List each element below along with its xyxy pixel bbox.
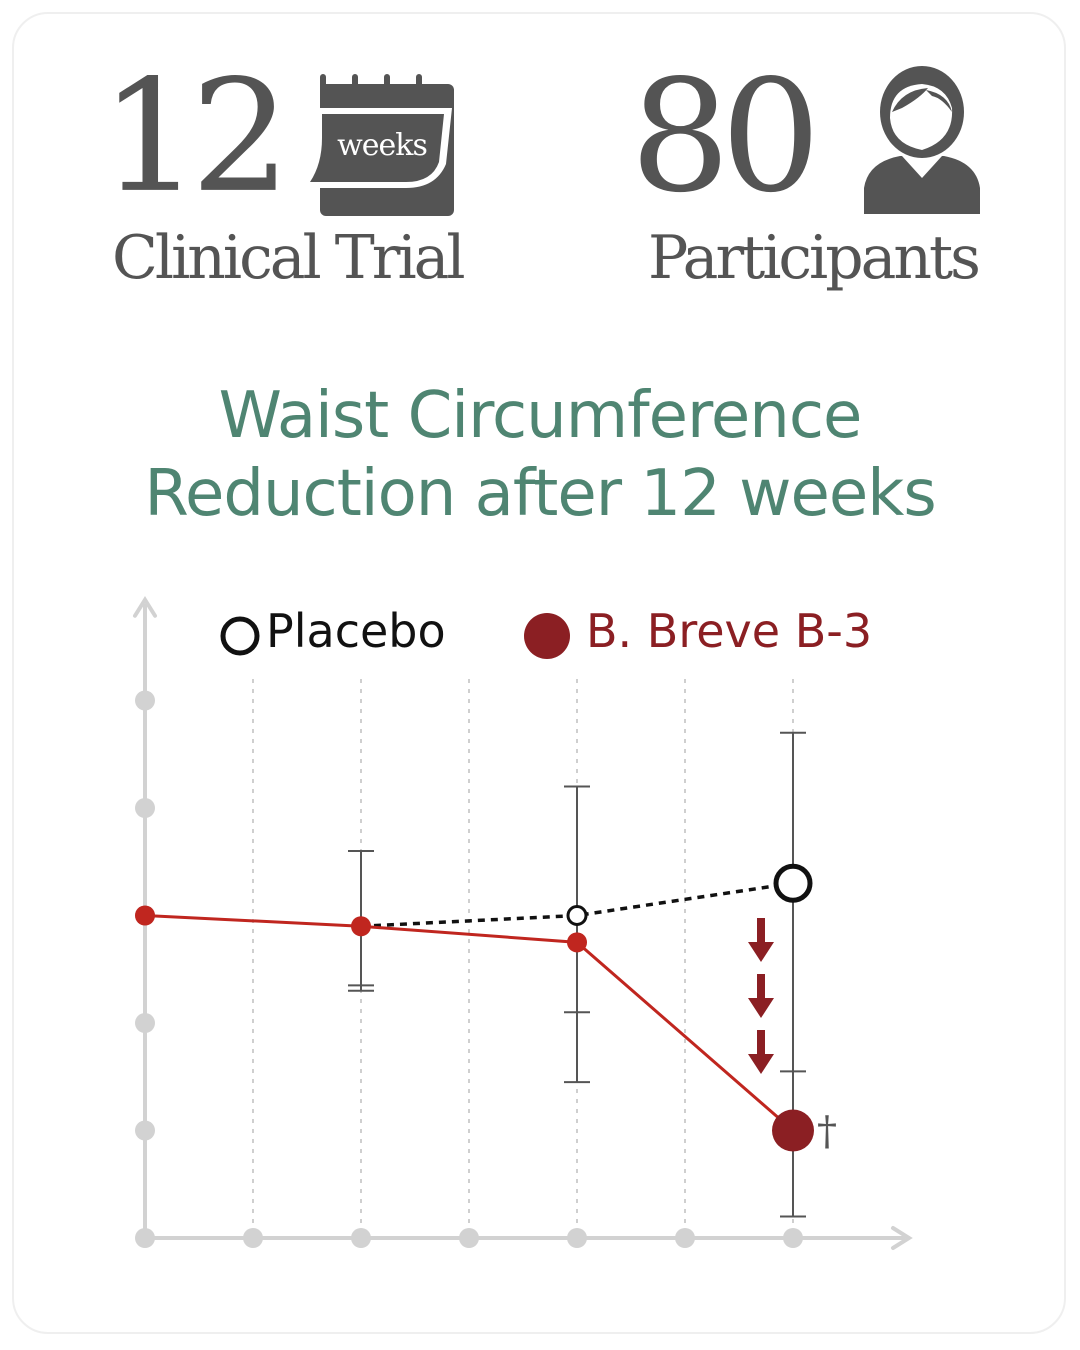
y-axis-tick-dot bbox=[135, 690, 155, 711]
trial-weeks-badge: weeks bbox=[337, 128, 428, 163]
y-axis-arrow bbox=[133, 595, 157, 618]
x-axis-tick-dot bbox=[351, 1228, 371, 1248]
treatment-legend-label: B. Breve B-3 bbox=[586, 604, 873, 658]
trial-duration-number: 12 bbox=[100, 46, 291, 228]
reduction-arrow-icon bbox=[748, 918, 774, 962]
trial-label: Clinical Trial bbox=[112, 223, 466, 293]
y-axis-tick-dot bbox=[135, 1013, 155, 1033]
y-axis-tick-dot bbox=[135, 1120, 155, 1141]
treatment-point bbox=[772, 1109, 814, 1152]
person-icon bbox=[864, 66, 980, 214]
placebo-point bbox=[773, 863, 813, 903]
x-axis-tick-dot bbox=[783, 1228, 803, 1248]
x-axis-tick-dot bbox=[459, 1228, 479, 1248]
y-axis-tick-dot bbox=[135, 798, 155, 818]
treatment-line bbox=[144, 914, 794, 1132]
x-axis-arrow bbox=[891, 1226, 913, 1250]
calendar-icon bbox=[296, 74, 454, 216]
reduction-arrow-icon bbox=[748, 1030, 774, 1074]
infographic-card bbox=[12, 12, 1066, 1334]
chart-title-line1: Waist Circumference bbox=[218, 379, 863, 453]
treatment-point bbox=[135, 905, 155, 926]
treatment-point bbox=[567, 932, 587, 953]
x-axis-tick-dot bbox=[135, 1228, 155, 1248]
chart-title-line2: Reduction after 12 weeks bbox=[144, 457, 936, 531]
x-axis-tick-dot bbox=[567, 1228, 587, 1248]
participants-label: Participants bbox=[648, 223, 981, 293]
placebo-legend-marker bbox=[220, 616, 260, 656]
x-axis-tick-dot bbox=[243, 1228, 263, 1248]
placebo-point bbox=[566, 905, 588, 926]
significance-symbol: † bbox=[817, 1109, 837, 1155]
placebo-legend-label: Placebo bbox=[266, 604, 446, 658]
treatment-point bbox=[351, 916, 371, 937]
participants-number: 80 bbox=[630, 46, 821, 228]
reduction-arrow-icon bbox=[748, 974, 774, 1018]
x-axis-tick-dot bbox=[675, 1228, 695, 1248]
treatment-legend-marker bbox=[524, 613, 570, 659]
